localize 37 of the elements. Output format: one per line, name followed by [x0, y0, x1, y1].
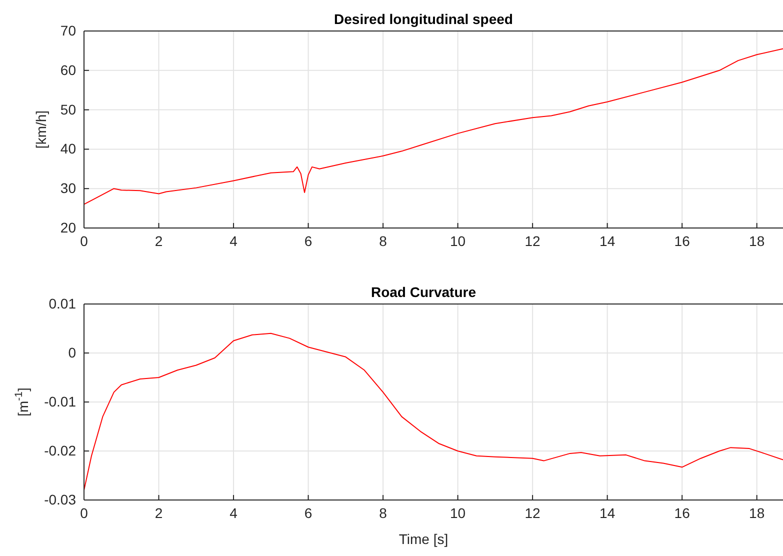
x-tick-label: 18	[749, 232, 765, 249]
y-tick-label: -0.02	[44, 442, 76, 458]
y-tick-label: -0.01	[44, 393, 76, 410]
y-tick-label: 30	[60, 180, 76, 196]
x-tick-label: 12	[524, 232, 541, 249]
y-tick-label: 60	[60, 62, 76, 78]
y-tick-label: 0.01	[48, 295, 76, 312]
chart-title: Road Curvature	[370, 284, 476, 300]
x-tick-label: 2	[154, 232, 163, 249]
x-tick-label: 6	[304, 504, 312, 521]
x-tick-label: 8	[379, 232, 388, 249]
x-tick-label: 10	[450, 232, 466, 249]
x-tick-label: 16	[674, 504, 690, 521]
x-tick-label: 14	[600, 504, 616, 521]
x-tick-label: 2	[154, 504, 163, 521]
x-tick-label: 4	[230, 232, 238, 249]
y-axis-title: [km/h]	[33, 110, 49, 149]
x-tick-label: 18	[749, 504, 765, 521]
x-tick-label: 0	[80, 504, 88, 521]
line-series	[84, 48, 783, 205]
x-tick-label: 6	[304, 232, 312, 249]
y-tick-label: 70	[60, 22, 76, 38]
x-tick-label: 14	[600, 232, 616, 249]
line-series	[84, 332, 783, 491]
chart-title: Desired longitudinal speed	[334, 11, 513, 27]
y-tick-label: -0.03	[44, 491, 76, 508]
x-tick-label: 10	[450, 504, 466, 521]
x-tick-label: 4	[230, 504, 238, 521]
y-tick-label: 50	[60, 101, 76, 118]
x-axis-title: Time [s]	[398, 531, 448, 547]
y-tick-label: 20	[60, 219, 76, 236]
x-tick-label: 0	[80, 232, 88, 249]
x-tick-label: 16	[674, 232, 690, 249]
y-tick-label: 40	[60, 140, 76, 157]
x-tick-label: 8	[379, 504, 388, 521]
y-tick-label: 0	[68, 344, 76, 360]
x-tick-label: 12	[524, 504, 541, 521]
